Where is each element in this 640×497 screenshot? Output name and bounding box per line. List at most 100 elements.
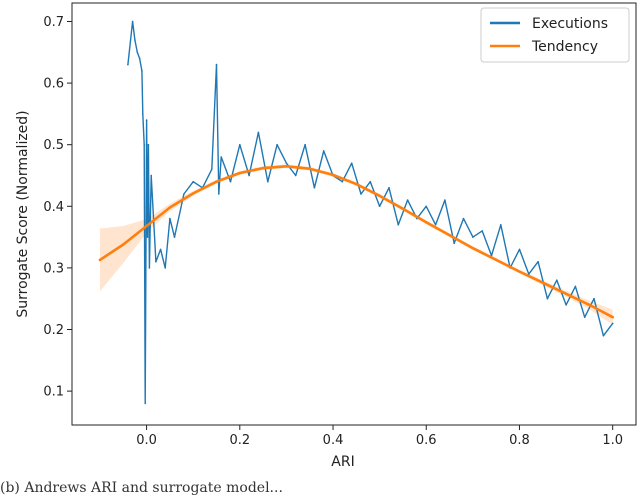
x-tick-label: 0.0	[136, 433, 157, 448]
executions-data-point	[220, 156, 222, 158]
confidence-band-layer	[100, 164, 613, 325]
executions-data-point	[434, 224, 437, 226]
executions-data-point	[304, 143, 306, 146]
executions-data-point	[313, 187, 316, 189]
axes: 0.0 0.2 0.4 0.6 0.8 1.0 0.1 0.2 0.3 0.4 0.5 0.6 0.7	[43, 2, 637, 448]
executions-data-point	[276, 143, 278, 146]
chart: 0.0 0.2 0.4 0.6 0.8 1.00.10.20.30.40.50.60.7 …	[15, 2, 637, 470]
executions-data-point	[159, 248, 162, 251]
tendency-data-point	[308, 167, 311, 170]
executions-data-point	[239, 143, 241, 146]
y-axis-label: Surrogate Score (Normalized)	[15, 110, 31, 317]
executions-data-point	[183, 193, 185, 195]
tendency-confidence-band	[100, 164, 613, 325]
executions-data-point	[565, 304, 567, 306]
x-tick-label: 1.0	[602, 433, 623, 448]
x-axis-label: ARI	[331, 454, 354, 470]
executions-data-point	[143, 143, 145, 146]
executions-data-point	[155, 260, 157, 263]
tendency-data-point	[98, 258, 102, 262]
executions-data-point	[388, 187, 390, 189]
tendency-data-point	[495, 258, 498, 262]
x-tick-label: 0.2	[229, 433, 250, 448]
tendency-data-point	[331, 173, 335, 177]
executions-data-point	[481, 230, 484, 232]
executions-data-point	[164, 267, 166, 269]
executions-data-point	[602, 334, 605, 337]
x-tick-label: 0.4	[323, 433, 344, 448]
tendency-data-point	[168, 206, 172, 209]
executions-data-point	[147, 143, 150, 146]
tendency-data-point	[215, 180, 218, 183]
tendency-series-line	[98, 165, 614, 319]
executions-data-point	[218, 193, 220, 195]
executions-data-point	[142, 113, 144, 115]
tendency-data-point	[238, 171, 241, 175]
executions-data-point	[294, 174, 297, 177]
executions-data-point	[350, 162, 353, 164]
x-tick-label: 0.8	[509, 433, 530, 448]
executions-data-point	[285, 162, 288, 164]
tendency-data-point	[192, 192, 195, 195]
tendency-data-point	[448, 234, 451, 237]
tendency-data-point	[611, 316, 614, 319]
executions-data-point	[136, 51, 139, 54]
executions-data-point	[169, 217, 171, 220]
executions-data-point	[453, 242, 456, 245]
executions-data-point	[127, 63, 129, 66]
y-tick-label: 0.4	[43, 200, 64, 215]
executions-data-point	[583, 316, 586, 319]
executions-data-point	[425, 205, 428, 208]
tendency-data-point	[145, 224, 148, 228]
tendency-data-point	[261, 166, 265, 170]
y-tick-label: 0.1	[43, 385, 64, 400]
executions-data-point	[173, 236, 176, 238]
tendency-data-point	[425, 221, 428, 224]
x-tick-label: 0.6	[416, 433, 437, 448]
executions-data-point	[248, 174, 250, 177]
tendency-data-point	[518, 270, 521, 273]
legend-label-executions: Executions	[532, 16, 608, 32]
executions-data-point	[215, 63, 218, 66]
executions-series-line	[127, 20, 614, 405]
tendency-data-point	[471, 247, 475, 250]
executions-data-point	[369, 180, 372, 183]
executions-data-point	[144, 402, 146, 405]
executions-data-point	[146, 236, 149, 238]
y-tick-label: 0.7	[43, 15, 64, 30]
tendency-data-point	[285, 165, 288, 168]
executions-data-point	[141, 70, 143, 72]
executions-data-point	[444, 199, 446, 201]
executions-data-point	[360, 193, 362, 195]
executions-data-point	[611, 322, 614, 325]
tendency-data-point	[564, 292, 568, 295]
executions-data-point	[518, 248, 521, 251]
executions-data-point	[267, 180, 269, 183]
executions-data-point	[131, 20, 134, 23]
executions-data-point	[574, 285, 577, 288]
executions-data-point	[341, 180, 344, 183]
executions-data-point	[229, 180, 232, 183]
legend-box	[480, 7, 630, 63]
tendency-data-point	[122, 243, 125, 246]
executions-data-point	[462, 217, 465, 220]
executions-data-point	[500, 224, 502, 226]
y-tick-label: 0.3	[43, 261, 64, 276]
executions-data-point	[378, 205, 381, 208]
executions-data-point	[556, 279, 558, 282]
executions-data-point	[406, 199, 409, 201]
tendency-data-point	[378, 194, 381, 197]
tendency-data-point	[541, 281, 544, 284]
executions-data-point	[150, 174, 152, 177]
executions-data-point	[537, 260, 539, 263]
executions-data-point	[138, 57, 141, 60]
legend: Executions Tendency	[480, 7, 630, 63]
executions-data-point	[145, 119, 148, 121]
tendency-data-point	[401, 207, 405, 210]
executions-data-point	[546, 297, 549, 300]
executions-data-point	[211, 168, 213, 171]
executions-data-point	[257, 131, 260, 134]
y-tick-label: 0.6	[43, 77, 64, 92]
plot-frame	[71, 2, 637, 426]
figure-caption: (b) Andrews ARI and surrogate model...	[0, 480, 283, 496]
